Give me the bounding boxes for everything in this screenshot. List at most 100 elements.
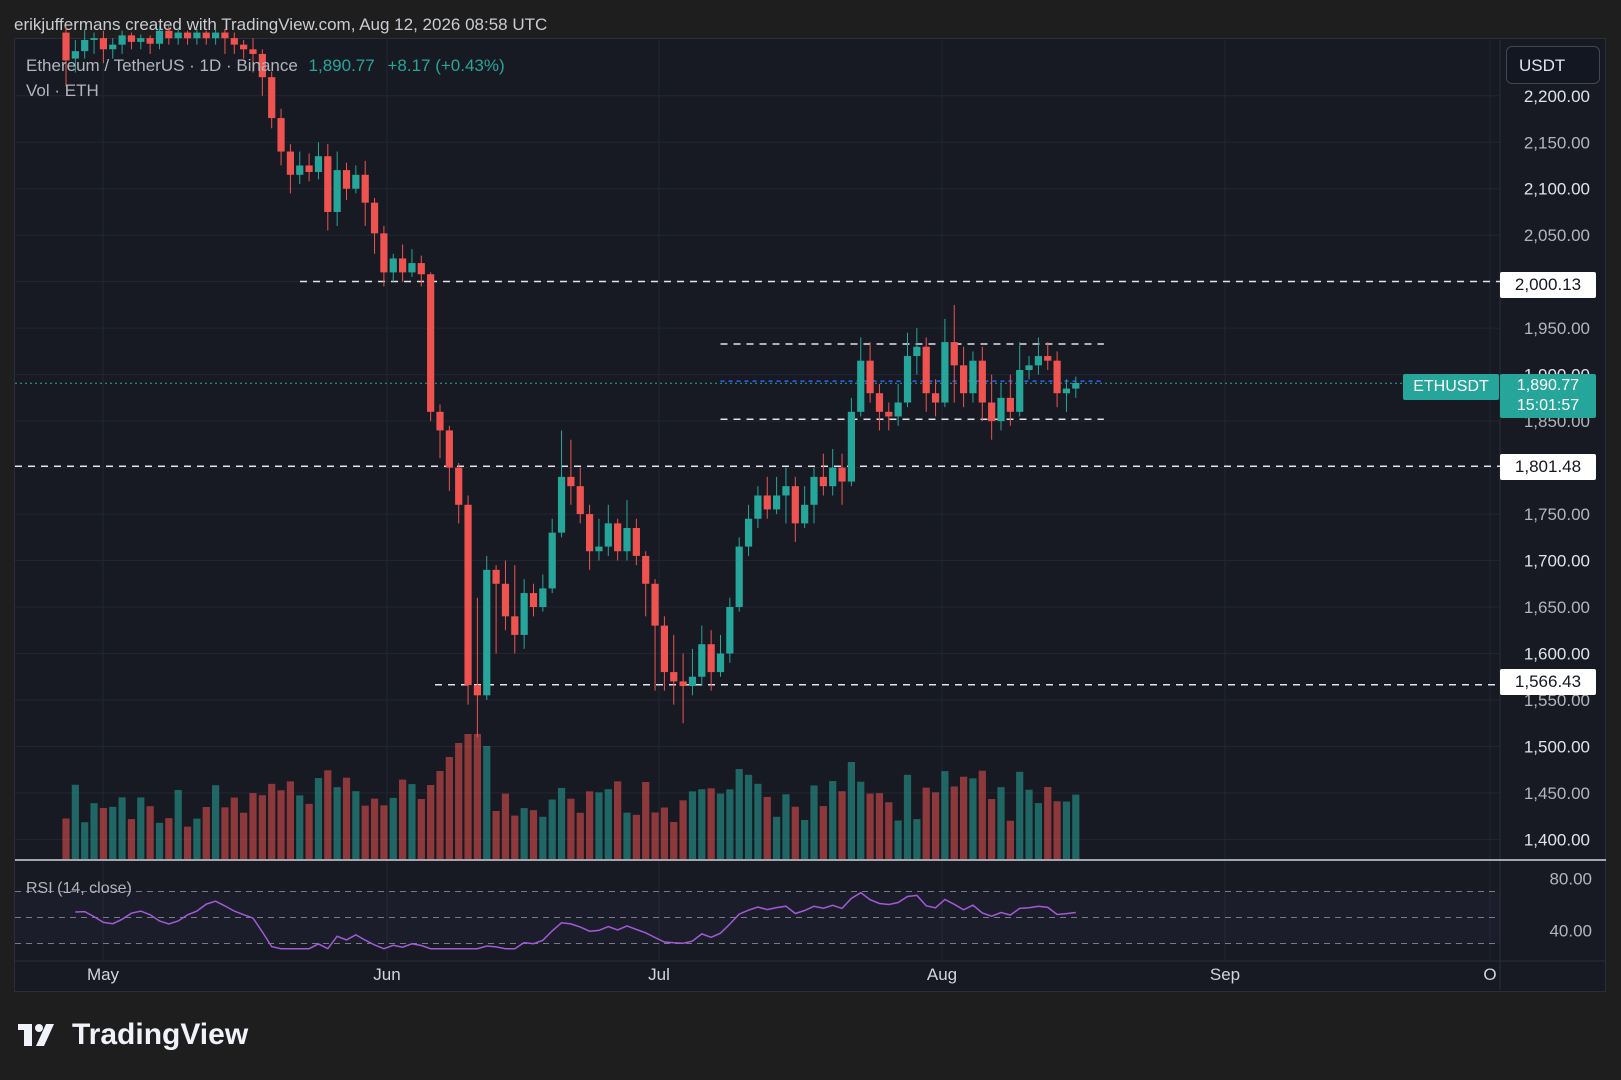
volume-bar bbox=[296, 795, 304, 859]
volume-bar bbox=[249, 793, 257, 859]
candle-body bbox=[557, 476, 566, 533]
candle-body bbox=[286, 151, 294, 175]
volume-bar bbox=[127, 819, 136, 859]
candle-body bbox=[660, 625, 668, 673]
candle-body bbox=[763, 495, 771, 510]
volume-bar bbox=[511, 815, 519, 859]
candle-body bbox=[193, 32, 201, 39]
volume-bar bbox=[913, 819, 921, 859]
legend-last-price: 1,890.77 bbox=[308, 56, 375, 75]
candle-body bbox=[791, 486, 799, 524]
volume-bar bbox=[455, 743, 463, 859]
candle-body bbox=[978, 360, 986, 403]
volume-bar bbox=[230, 797, 238, 859]
volume-bar bbox=[174, 789, 182, 859]
volume-bar bbox=[969, 778, 977, 859]
candle-body bbox=[399, 258, 407, 273]
volume-bar bbox=[819, 806, 827, 859]
candle-body bbox=[314, 156, 323, 172]
volume-bar bbox=[71, 784, 79, 859]
candle-body bbox=[389, 258, 397, 273]
volume-bar bbox=[268, 783, 276, 859]
volume-bar bbox=[342, 777, 351, 859]
volume-bar bbox=[866, 793, 874, 859]
tradingview-logo-icon bbox=[18, 1020, 62, 1050]
volume-bar bbox=[539, 816, 547, 859]
volume-bar bbox=[754, 783, 762, 859]
volume-bar bbox=[632, 814, 640, 859]
candle-body bbox=[595, 546, 603, 552]
volume-bar bbox=[950, 786, 958, 859]
volume-bar bbox=[988, 799, 996, 859]
volume-bar bbox=[960, 776, 968, 859]
candle-body bbox=[324, 156, 332, 212]
volume-bar bbox=[62, 818, 70, 859]
candle-body bbox=[875, 393, 884, 412]
volume-bar bbox=[557, 787, 566, 859]
candle-body bbox=[838, 467, 846, 482]
volume-bar bbox=[1034, 803, 1042, 859]
volume-label[interactable]: Vol · ETH bbox=[26, 81, 99, 100]
candle-body bbox=[118, 35, 126, 45]
candle-body bbox=[202, 32, 210, 39]
candle-body bbox=[333, 170, 341, 212]
candle-body bbox=[679, 681, 687, 687]
candle-body bbox=[352, 174, 360, 189]
symbol-tag: ETHUSDT bbox=[1403, 374, 1499, 400]
y-tick-label: 1,500.00 bbox=[1524, 737, 1590, 756]
candle-body bbox=[866, 360, 874, 394]
currency-button[interactable]: USDT bbox=[1506, 46, 1600, 84]
volume-bar bbox=[978, 770, 986, 859]
volume-bar bbox=[109, 806, 117, 859]
volume-bar bbox=[548, 799, 556, 859]
x-tick-label: Aug bbox=[927, 965, 957, 984]
candle-body bbox=[716, 653, 725, 673]
candle-body bbox=[529, 593, 538, 608]
rsi-label[interactable]: RSI (14, close) bbox=[26, 880, 132, 897]
candle-body bbox=[483, 569, 491, 696]
tradingview-brand[interactable]: TradingView bbox=[18, 1018, 248, 1052]
candle-body bbox=[511, 616, 519, 635]
candle-body bbox=[249, 49, 257, 54]
volume-bar bbox=[801, 820, 809, 859]
volume-bar bbox=[875, 793, 884, 859]
volume-bar bbox=[660, 807, 668, 859]
candle-body bbox=[408, 263, 416, 273]
candle-body bbox=[642, 555, 650, 584]
candle-body bbox=[623, 528, 631, 552]
candle-body bbox=[847, 411, 855, 482]
volume-bar bbox=[165, 818, 173, 859]
candle-body bbox=[548, 532, 556, 589]
candle-body bbox=[99, 38, 107, 50]
candle-body bbox=[361, 174, 369, 203]
volume-bar bbox=[399, 779, 407, 859]
candle-body bbox=[735, 546, 743, 608]
level-tag-1566: 1,566.43 bbox=[1500, 669, 1596, 695]
volume-bar bbox=[782, 794, 790, 859]
candle-body bbox=[492, 569, 500, 584]
volume-bar bbox=[997, 787, 1005, 859]
candle-body bbox=[576, 486, 584, 515]
symbol-legend[interactable]: Ethereum / TetherUS · 1D · Binance 1,890… bbox=[26, 56, 505, 76]
volume-bar bbox=[726, 789, 734, 859]
candle-body bbox=[969, 360, 977, 394]
candle-body bbox=[445, 430, 453, 468]
candle-body bbox=[71, 51, 79, 59]
candle-body bbox=[1006, 397, 1014, 412]
volume-bar bbox=[604, 789, 612, 859]
candle-body bbox=[782, 486, 790, 496]
y-tick-label: 1,600.00 bbox=[1524, 645, 1590, 664]
volume-bar bbox=[417, 799, 425, 859]
last-price-value: 1,890.77 bbox=[1516, 377, 1580, 394]
candle-body bbox=[520, 593, 528, 635]
y-tick-label: 1,550.00 bbox=[1524, 691, 1590, 710]
volume-bar bbox=[314, 778, 323, 859]
candle-body bbox=[109, 44, 117, 50]
volume-bar bbox=[829, 781, 837, 859]
volume-bar bbox=[716, 793, 725, 859]
level-tag-1801: 1,801.48 bbox=[1500, 454, 1596, 480]
candle-body bbox=[464, 504, 472, 686]
candle-body bbox=[1016, 369, 1024, 412]
volume-bar bbox=[520, 808, 528, 859]
